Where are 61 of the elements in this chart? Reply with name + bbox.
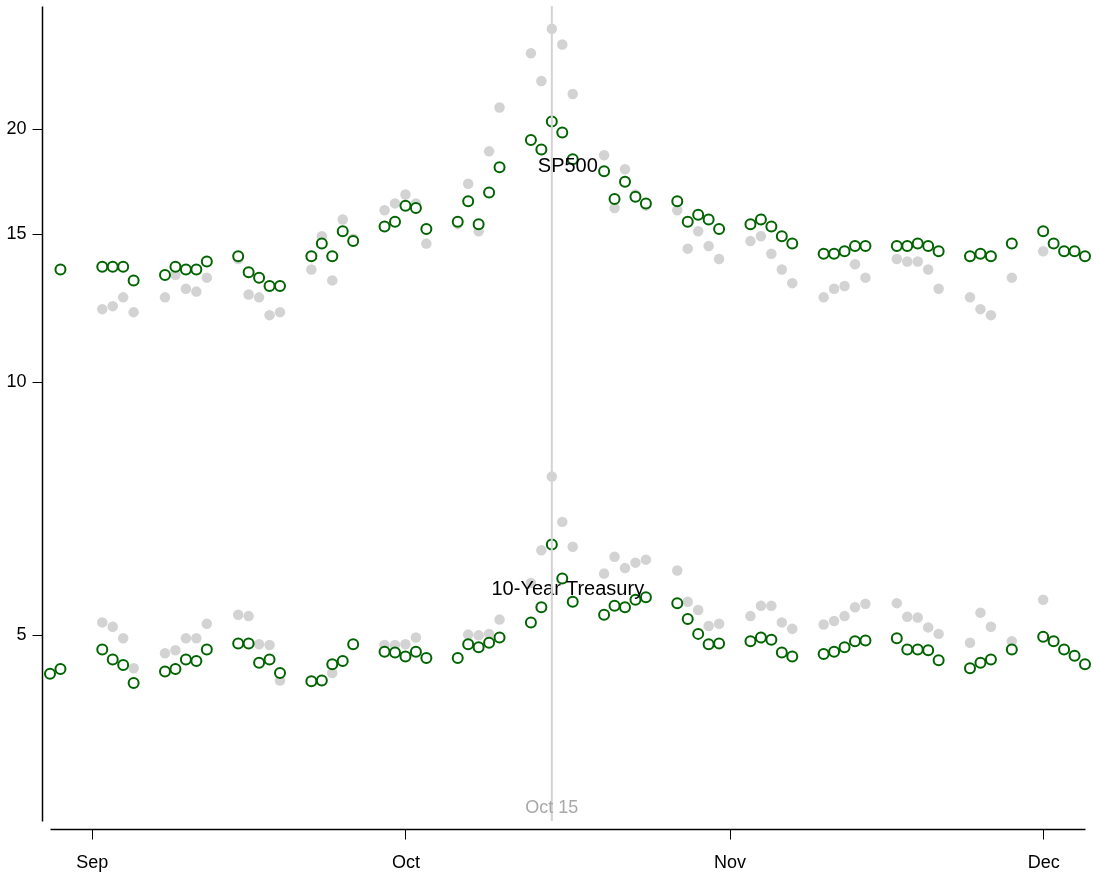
y-tick-label: 15 [6,223,27,244]
point [1037,594,1049,606]
point [682,596,693,608]
point [745,610,756,622]
point [117,633,129,644]
point [891,597,903,609]
point [964,637,976,648]
point [849,601,861,613]
series-label: SP500 [537,153,598,176]
point [462,629,474,640]
point [170,645,181,656]
point [860,598,871,610]
point [672,565,683,576]
point [128,662,139,674]
point [713,618,725,630]
y-tick-label: 10 [6,371,27,392]
x-tick-label: Dec [1027,851,1060,872]
point [410,632,422,643]
point [975,607,986,618]
point [557,516,568,528]
ref-line-label: Oct 15 [525,797,579,817]
point [191,633,202,644]
point [818,619,829,630]
point [567,541,578,553]
point [201,618,213,630]
point [159,648,171,659]
point [922,622,934,633]
point [619,562,631,574]
point [776,617,788,628]
point [630,557,641,568]
point [609,551,620,562]
point [912,612,923,623]
point [232,609,244,620]
point [243,610,254,622]
point [536,545,547,556]
point [692,604,704,616]
point [180,633,192,644]
series-label: 10-Year Treasury [491,576,645,599]
point [755,600,767,612]
point [933,628,944,640]
x-tick-label: Oct [391,851,420,872]
point [985,621,997,632]
point [253,638,265,650]
point [787,623,798,635]
point [703,620,714,632]
point [494,614,505,625]
y-tick-label: 20 [6,118,27,139]
point [97,617,108,628]
point [640,554,652,565]
point [828,615,840,627]
point [598,568,610,579]
point [839,610,850,622]
point [107,621,118,632]
point [473,630,484,641]
point [902,611,913,623]
point [766,600,777,612]
x-tick-label: Nov [714,851,747,872]
point [264,639,275,651]
y-tick-label: 5 [16,624,27,645]
point [400,638,411,650]
x-tick-label: Sep [76,851,109,872]
